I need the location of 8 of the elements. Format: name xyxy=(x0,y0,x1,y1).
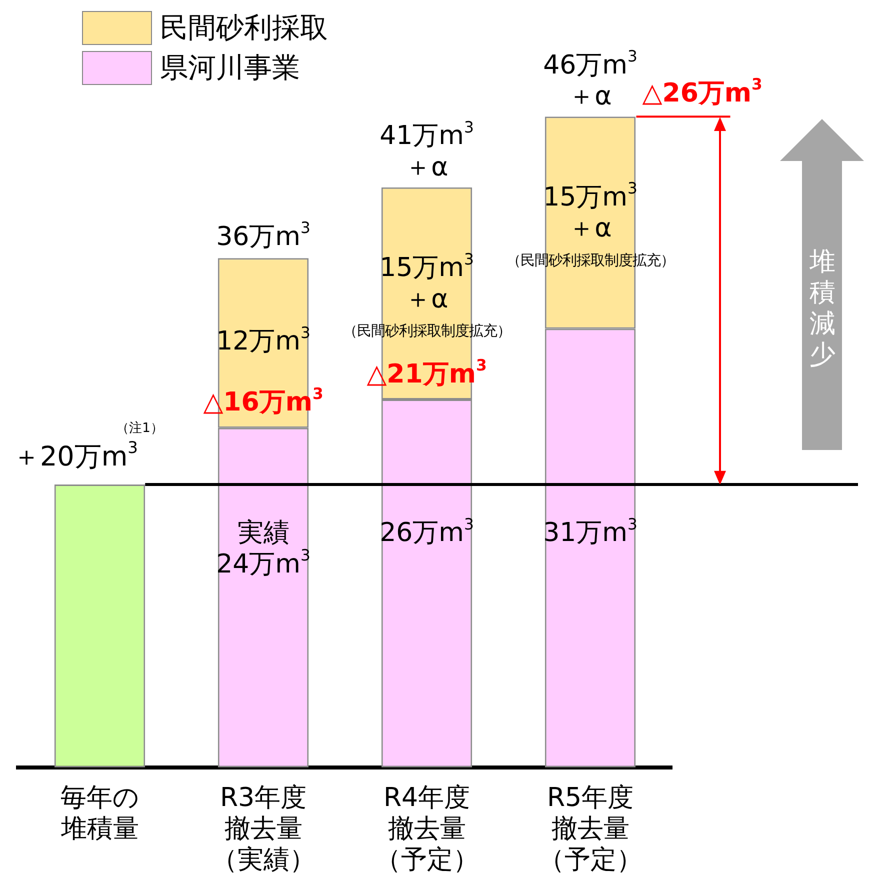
legend-label: 民間砂利採取 xyxy=(160,10,328,46)
text: 堆積減少 xyxy=(809,246,836,372)
legend-label: 県河川事業 xyxy=(160,50,300,86)
x-tick-label: R5年度撤去量（予定） xyxy=(538,782,642,876)
annotation: （注1） xyxy=(116,420,164,436)
x-tick-label: R3年度撤去量（実績） xyxy=(211,782,316,876)
x-tick-label: 毎年の堆積量 xyxy=(60,782,140,844)
x-tick-label: R4年度撤去量（予定） xyxy=(374,782,479,876)
